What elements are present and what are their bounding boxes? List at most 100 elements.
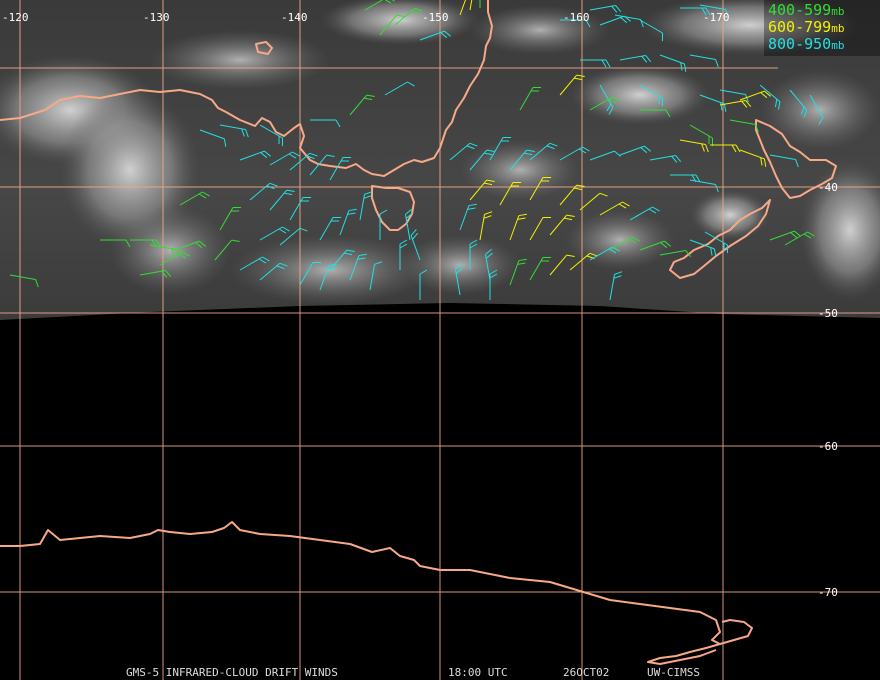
wind-barb bbox=[469, 0, 476, 11]
wind-barb bbox=[739, 90, 771, 101]
wind-barb bbox=[509, 258, 527, 286]
wind-barb bbox=[499, 181, 522, 206]
wind-barb bbox=[459, 203, 477, 231]
wind-barb bbox=[599, 201, 630, 216]
wind-barb bbox=[149, 244, 179, 258]
wind-barb bbox=[704, 231, 729, 254]
wind-barb bbox=[589, 96, 620, 111]
wind-barb bbox=[410, 229, 421, 261]
pressure-legend: 400-599mb 600-799mb 800-950mb bbox=[764, 0, 880, 56]
wind-barb bbox=[479, 211, 493, 241]
wind-barb bbox=[419, 30, 451, 41]
wind-barb bbox=[469, 239, 478, 270]
small-island bbox=[255, 41, 273, 55]
wind-barb bbox=[729, 119, 759, 133]
wind-barb bbox=[479, 0, 481, 8]
wind-barb bbox=[529, 256, 552, 281]
wind-barb bbox=[174, 240, 206, 251]
wind-barb bbox=[549, 214, 575, 236]
wind-barb bbox=[289, 152, 318, 171]
lat-label-50: -50 bbox=[818, 307, 838, 320]
wind-barb bbox=[199, 129, 227, 147]
lon-label-140: -140 bbox=[281, 11, 308, 24]
wind-barb bbox=[489, 269, 498, 300]
legend-unit-800: mb bbox=[831, 39, 844, 52]
wind-barb bbox=[559, 184, 585, 206]
wind-barb bbox=[699, 94, 727, 112]
wind-barb bbox=[489, 136, 512, 161]
wind-barb bbox=[559, 146, 590, 161]
wind-barb bbox=[394, 7, 423, 26]
wind-barb bbox=[689, 179, 719, 193]
wind-barb bbox=[639, 84, 664, 107]
lat-label-60: -60 bbox=[818, 440, 838, 453]
wind-barb bbox=[639, 240, 671, 251]
wind-barb bbox=[659, 249, 692, 258]
nz-north-island bbox=[755, 119, 837, 199]
wind-barb bbox=[710, 144, 741, 153]
wind-barb bbox=[599, 84, 614, 115]
wind-barb bbox=[369, 261, 383, 291]
wind-barb bbox=[259, 262, 288, 281]
wind-barb bbox=[639, 19, 664, 42]
wind-barb bbox=[560, 19, 591, 28]
wind-barb bbox=[269, 151, 300, 166]
australia-coast bbox=[0, 0, 493, 177]
wind-barb bbox=[454, 263, 463, 296]
wind-barb bbox=[459, 0, 470, 16]
caption-source: UW-CIMSS bbox=[647, 666, 700, 679]
wind-barb bbox=[449, 142, 478, 161]
legend-unit-600: mb bbox=[831, 22, 844, 35]
legend-label-600: 600-799 bbox=[768, 18, 831, 36]
wind-barb bbox=[379, 209, 388, 240]
legend-item-400: 400-599mb bbox=[768, 1, 844, 19]
wind-barb bbox=[289, 196, 312, 221]
legend-unit-400: mb bbox=[831, 5, 844, 18]
image-caption: GMS-5 INFRARED-CLOUD DRIFT WINDS 18:00 U… bbox=[126, 666, 700, 679]
wind-barb bbox=[649, 154, 682, 163]
wind-barb bbox=[404, 208, 413, 241]
wind-barb bbox=[179, 191, 210, 206]
wind-barb bbox=[680, 7, 711, 16]
wind-barb bbox=[549, 254, 575, 276]
wind-barb bbox=[809, 94, 824, 125]
wind-barb bbox=[259, 226, 290, 241]
wind-barb bbox=[689, 239, 717, 257]
wind-barb bbox=[739, 149, 767, 167]
wind-barb bbox=[519, 86, 542, 111]
legend-label-400: 400-599 bbox=[768, 1, 831, 19]
wind-barb bbox=[310, 119, 341, 128]
wind-barbs bbox=[9, 0, 824, 301]
wind-barb bbox=[239, 150, 271, 161]
wind-barb bbox=[279, 227, 308, 246]
wind-barb bbox=[579, 192, 608, 211]
wind-barb bbox=[249, 182, 278, 201]
wind-barb bbox=[9, 274, 39, 288]
caption-date: 26OCT02 bbox=[563, 666, 609, 679]
wind-barb bbox=[100, 239, 131, 248]
wind-barb bbox=[319, 263, 337, 291]
lon-label-120: -120 bbox=[2, 11, 29, 24]
wind-barb bbox=[719, 89, 749, 103]
wind-barb bbox=[259, 124, 284, 147]
wind-barb bbox=[609, 236, 640, 251]
wind-barb bbox=[589, 150, 621, 161]
satellite-imagery bbox=[0, 0, 880, 320]
wind-barb bbox=[589, 4, 622, 13]
lon-label-150: -150 bbox=[422, 11, 449, 24]
wind-barb bbox=[239, 256, 270, 271]
wind-barb bbox=[469, 179, 495, 201]
wind-barb bbox=[349, 253, 367, 281]
wind-barb bbox=[219, 124, 249, 138]
wind-barb bbox=[399, 239, 408, 270]
wind-barb bbox=[619, 54, 652, 63]
wind-barb bbox=[559, 74, 585, 96]
longitude-labels: -120 -130 -140 -150 -160 -170 bbox=[2, 11, 730, 24]
legend-item-800: 800-950mb bbox=[768, 35, 844, 53]
wind-barb bbox=[159, 251, 190, 266]
wind-barb bbox=[329, 249, 355, 271]
wind-barb bbox=[769, 154, 799, 168]
caption-time: 18:00 UTC bbox=[448, 666, 508, 679]
